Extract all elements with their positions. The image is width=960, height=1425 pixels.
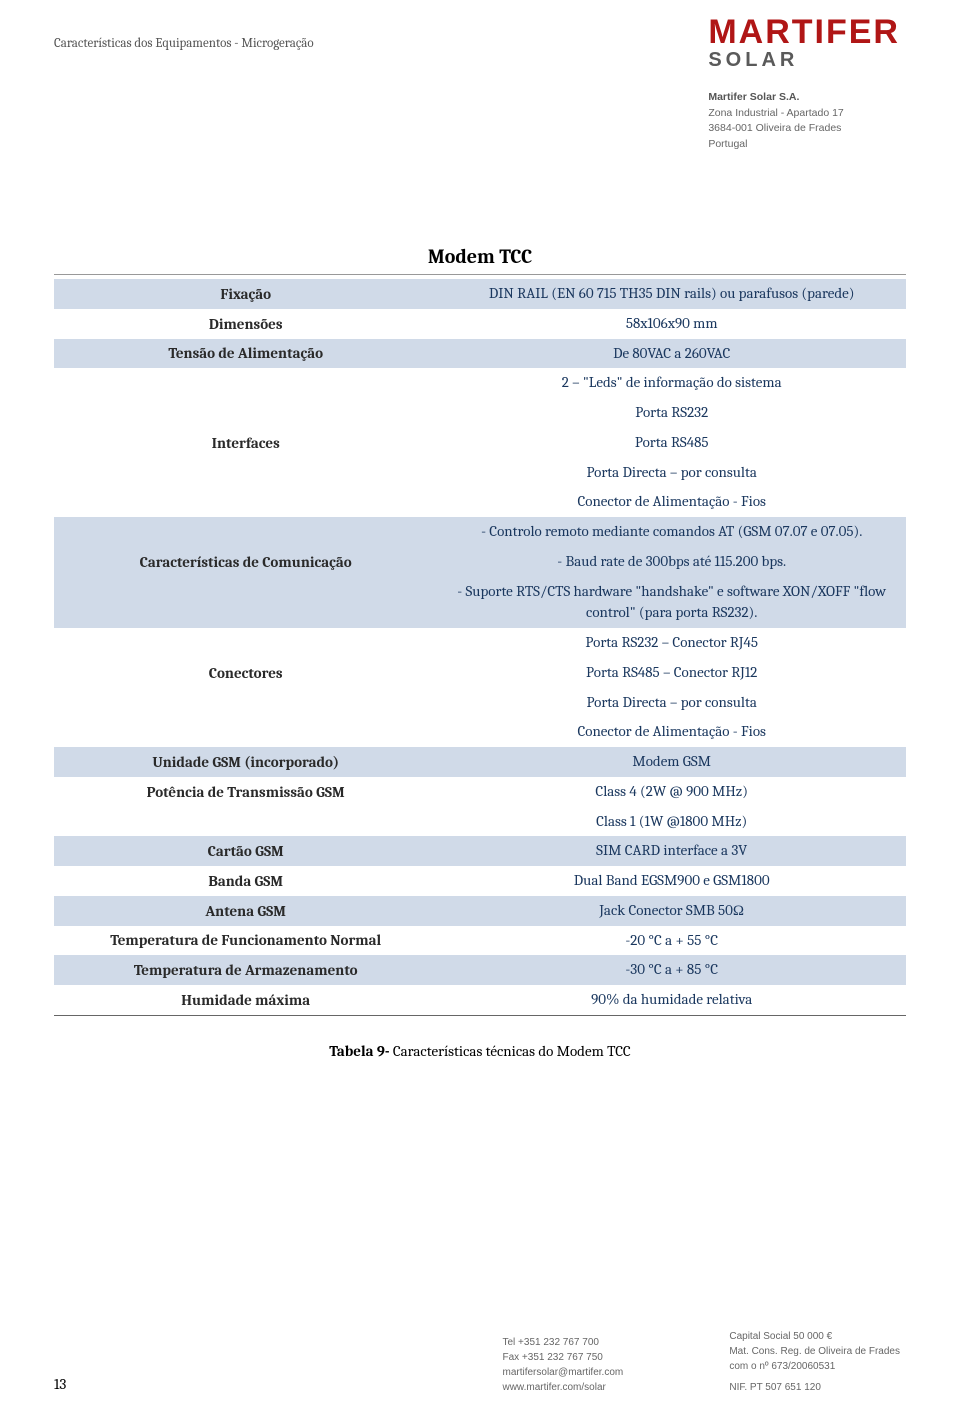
table-row: Porta RS232 – Conector RJ45 [54, 628, 906, 658]
row-value: 2 – "Leds" de informação do sistema [437, 368, 906, 398]
table-row: Class 1 (1W @1800 MHz) [54, 807, 906, 837]
table-row: Banda GSMDual Band EGSM900 e GSM1800 [54, 866, 906, 896]
footer-mat1: Mat. Cons. Reg. de Oliveira de Frades [729, 1344, 900, 1359]
row-value: Porta RS232 – Conector RJ45 [437, 628, 906, 658]
row-value: - Baud rate de 300bps até 115.200 bps. [437, 547, 906, 577]
row-value: -20 °C a + 55 °C [437, 926, 906, 956]
table-row: - Suporte RTS/CTS hardware "handshake" e… [54, 577, 906, 629]
content: Modem TCC FixaçãoDIN RAIL (EN 60 715 TH3… [54, 245, 906, 1060]
row-value: 90% da humidade relativa [437, 985, 906, 1015]
company-country: Portugal [708, 137, 900, 153]
row-label [54, 717, 437, 747]
table-row: Conector de Alimentação - Fios [54, 717, 906, 747]
table-row: Humidade máxima90% da humidade relativa [54, 985, 906, 1015]
table-row: Características de Comunicação- Baud rat… [54, 547, 906, 577]
breadcrumb: Características dos Equipamentos - Micro… [54, 36, 314, 51]
row-label [54, 577, 437, 629]
spec-table: FixaçãoDIN RAIL (EN 60 715 TH35 DIN rail… [54, 279, 906, 1016]
logo-block: MARTIFER SOLAR Martifer Solar S.A. Zona … [708, 18, 900, 153]
footer-right: Capital Social 50 000 € Mat. Cons. Reg. … [729, 1329, 900, 1395]
footer-capital: Capital Social 50 000 € [729, 1329, 900, 1344]
table-row: FixaçãoDIN RAIL (EN 60 715 TH35 DIN rail… [54, 279, 906, 309]
company-info: Martifer Solar S.A. Zona Industrial - Ap… [708, 90, 900, 153]
caption-prefix: Tabela 9- [329, 1042, 393, 1060]
row-label [54, 398, 437, 428]
row-label: Tensão de Alimentação [54, 339, 437, 369]
row-label [54, 368, 437, 398]
row-value: Conector de Alimentação - Fios [437, 487, 906, 517]
caption-text: Características técnicas do Modem TCC [393, 1042, 631, 1060]
row-value: 58x106x90 mm [437, 309, 906, 339]
footer-web: www.martifer.com/solar [502, 1380, 623, 1395]
footer: 13 Tel +351 232 767 700 Fax +351 232 767… [54, 1329, 900, 1395]
row-value: De 80VAC a 260VAC [437, 339, 906, 369]
row-value: DIN RAIL (EN 60 715 TH35 DIN rails) ou p… [437, 279, 906, 309]
row-value: Porta RS232 [437, 398, 906, 428]
table-row: Porta Directa – por consulta [54, 458, 906, 488]
row-value: Jack Conector SMB 50Ω [437, 896, 906, 926]
table-row: Porta Directa – por consulta [54, 688, 906, 718]
row-label [54, 458, 437, 488]
table-row: 2 – "Leds" de informação do sistema [54, 368, 906, 398]
row-value: Porta RS485 – Conector RJ12 [437, 658, 906, 688]
table-row: Porta RS232 [54, 398, 906, 428]
company-name: Martifer Solar S.A. [708, 90, 900, 106]
row-label: Humidade máxima [54, 985, 437, 1015]
table-row: ConectoresPorta RS485 – Conector RJ12 [54, 658, 906, 688]
row-label: Antena GSM [54, 896, 437, 926]
table-row: Potência de Transmissão GSMClass 4 (2W @… [54, 777, 906, 807]
logo-sub: SOLAR [708, 49, 900, 72]
footer-nif: NIF. PT 507 651 120 [729, 1380, 900, 1395]
page-number: 13 [54, 1373, 66, 1396]
row-value: Porta Directa – por consulta [437, 688, 906, 718]
row-value: Class 4 (2W @ 900 MHz) [437, 777, 906, 807]
row-label [54, 807, 437, 837]
row-label: Dimensões [54, 309, 437, 339]
row-label: Potência de Transmissão GSM [54, 777, 437, 807]
row-label: Temperatura de Funcionamento Normal [54, 926, 437, 956]
row-value: Class 1 (1W @1800 MHz) [437, 807, 906, 837]
row-value: - Suporte RTS/CTS hardware "handshake" e… [437, 577, 906, 629]
row-value: Modem GSM [437, 747, 906, 777]
row-label [54, 628, 437, 658]
row-value: Porta RS485 [437, 428, 906, 458]
row-label: Fixação [54, 279, 437, 309]
row-label: Características de Comunicação [54, 547, 437, 577]
row-label: Interfaces [54, 428, 437, 458]
row-label [54, 688, 437, 718]
footer-fax: Fax +351 232 767 750 [502, 1350, 623, 1365]
footer-center: Tel +351 232 767 700 Fax +351 232 767 75… [502, 1335, 623, 1395]
logo-main: MARTIFER [708, 18, 900, 47]
row-label: Cartão GSM [54, 836, 437, 866]
table-row: Tensão de AlimentaçãoDe 80VAC a 260VAC [54, 339, 906, 369]
table-row: Dimensões58x106x90 mm [54, 309, 906, 339]
row-value: -30 °C a + 85 °C [437, 955, 906, 985]
table-row: Cartão GSMSIM CARD interface a 3V [54, 836, 906, 866]
page-title: Modem TCC [54, 245, 906, 275]
footer-email: martifersolar@martifer.com [502, 1365, 623, 1380]
table-row: InterfacesPorta RS485 [54, 428, 906, 458]
footer-mat2: com o nº 673/20060531 [729, 1359, 900, 1374]
table-row: Conector de Alimentação - Fios [54, 487, 906, 517]
row-label: Banda GSM [54, 866, 437, 896]
row-label [54, 487, 437, 517]
table-row: Unidade GSM (incorporado)Modem GSM [54, 747, 906, 777]
row-label: Unidade GSM (incorporado) [54, 747, 437, 777]
row-value: SIM CARD interface a 3V [437, 836, 906, 866]
table-row: - Controlo remoto mediante comandos AT (… [54, 517, 906, 547]
row-value: Porta Directa – por consulta [437, 458, 906, 488]
row-value: Conector de Alimentação - Fios [437, 717, 906, 747]
table-caption: Tabela 9- Características técnicas do Mo… [54, 1042, 906, 1060]
row-value: Dual Band EGSM900 e GSM1800 [437, 866, 906, 896]
table-row: Antena GSMJack Conector SMB 50Ω [54, 896, 906, 926]
row-label: Conectores [54, 658, 437, 688]
row-label: Temperatura de Armazenamento [54, 955, 437, 985]
company-addr2: 3684-001 Oliveira de Frades [708, 121, 900, 137]
table-row: Temperatura de Funcionamento Normal-20 °… [54, 926, 906, 956]
table-row: Temperatura de Armazenamento-30 °C a + 8… [54, 955, 906, 985]
row-value: - Controlo remoto mediante comandos AT (… [437, 517, 906, 547]
row-label [54, 517, 437, 547]
footer-tel: Tel +351 232 767 700 [502, 1335, 623, 1350]
company-addr1: Zona Industrial - Apartado 17 [708, 106, 900, 122]
